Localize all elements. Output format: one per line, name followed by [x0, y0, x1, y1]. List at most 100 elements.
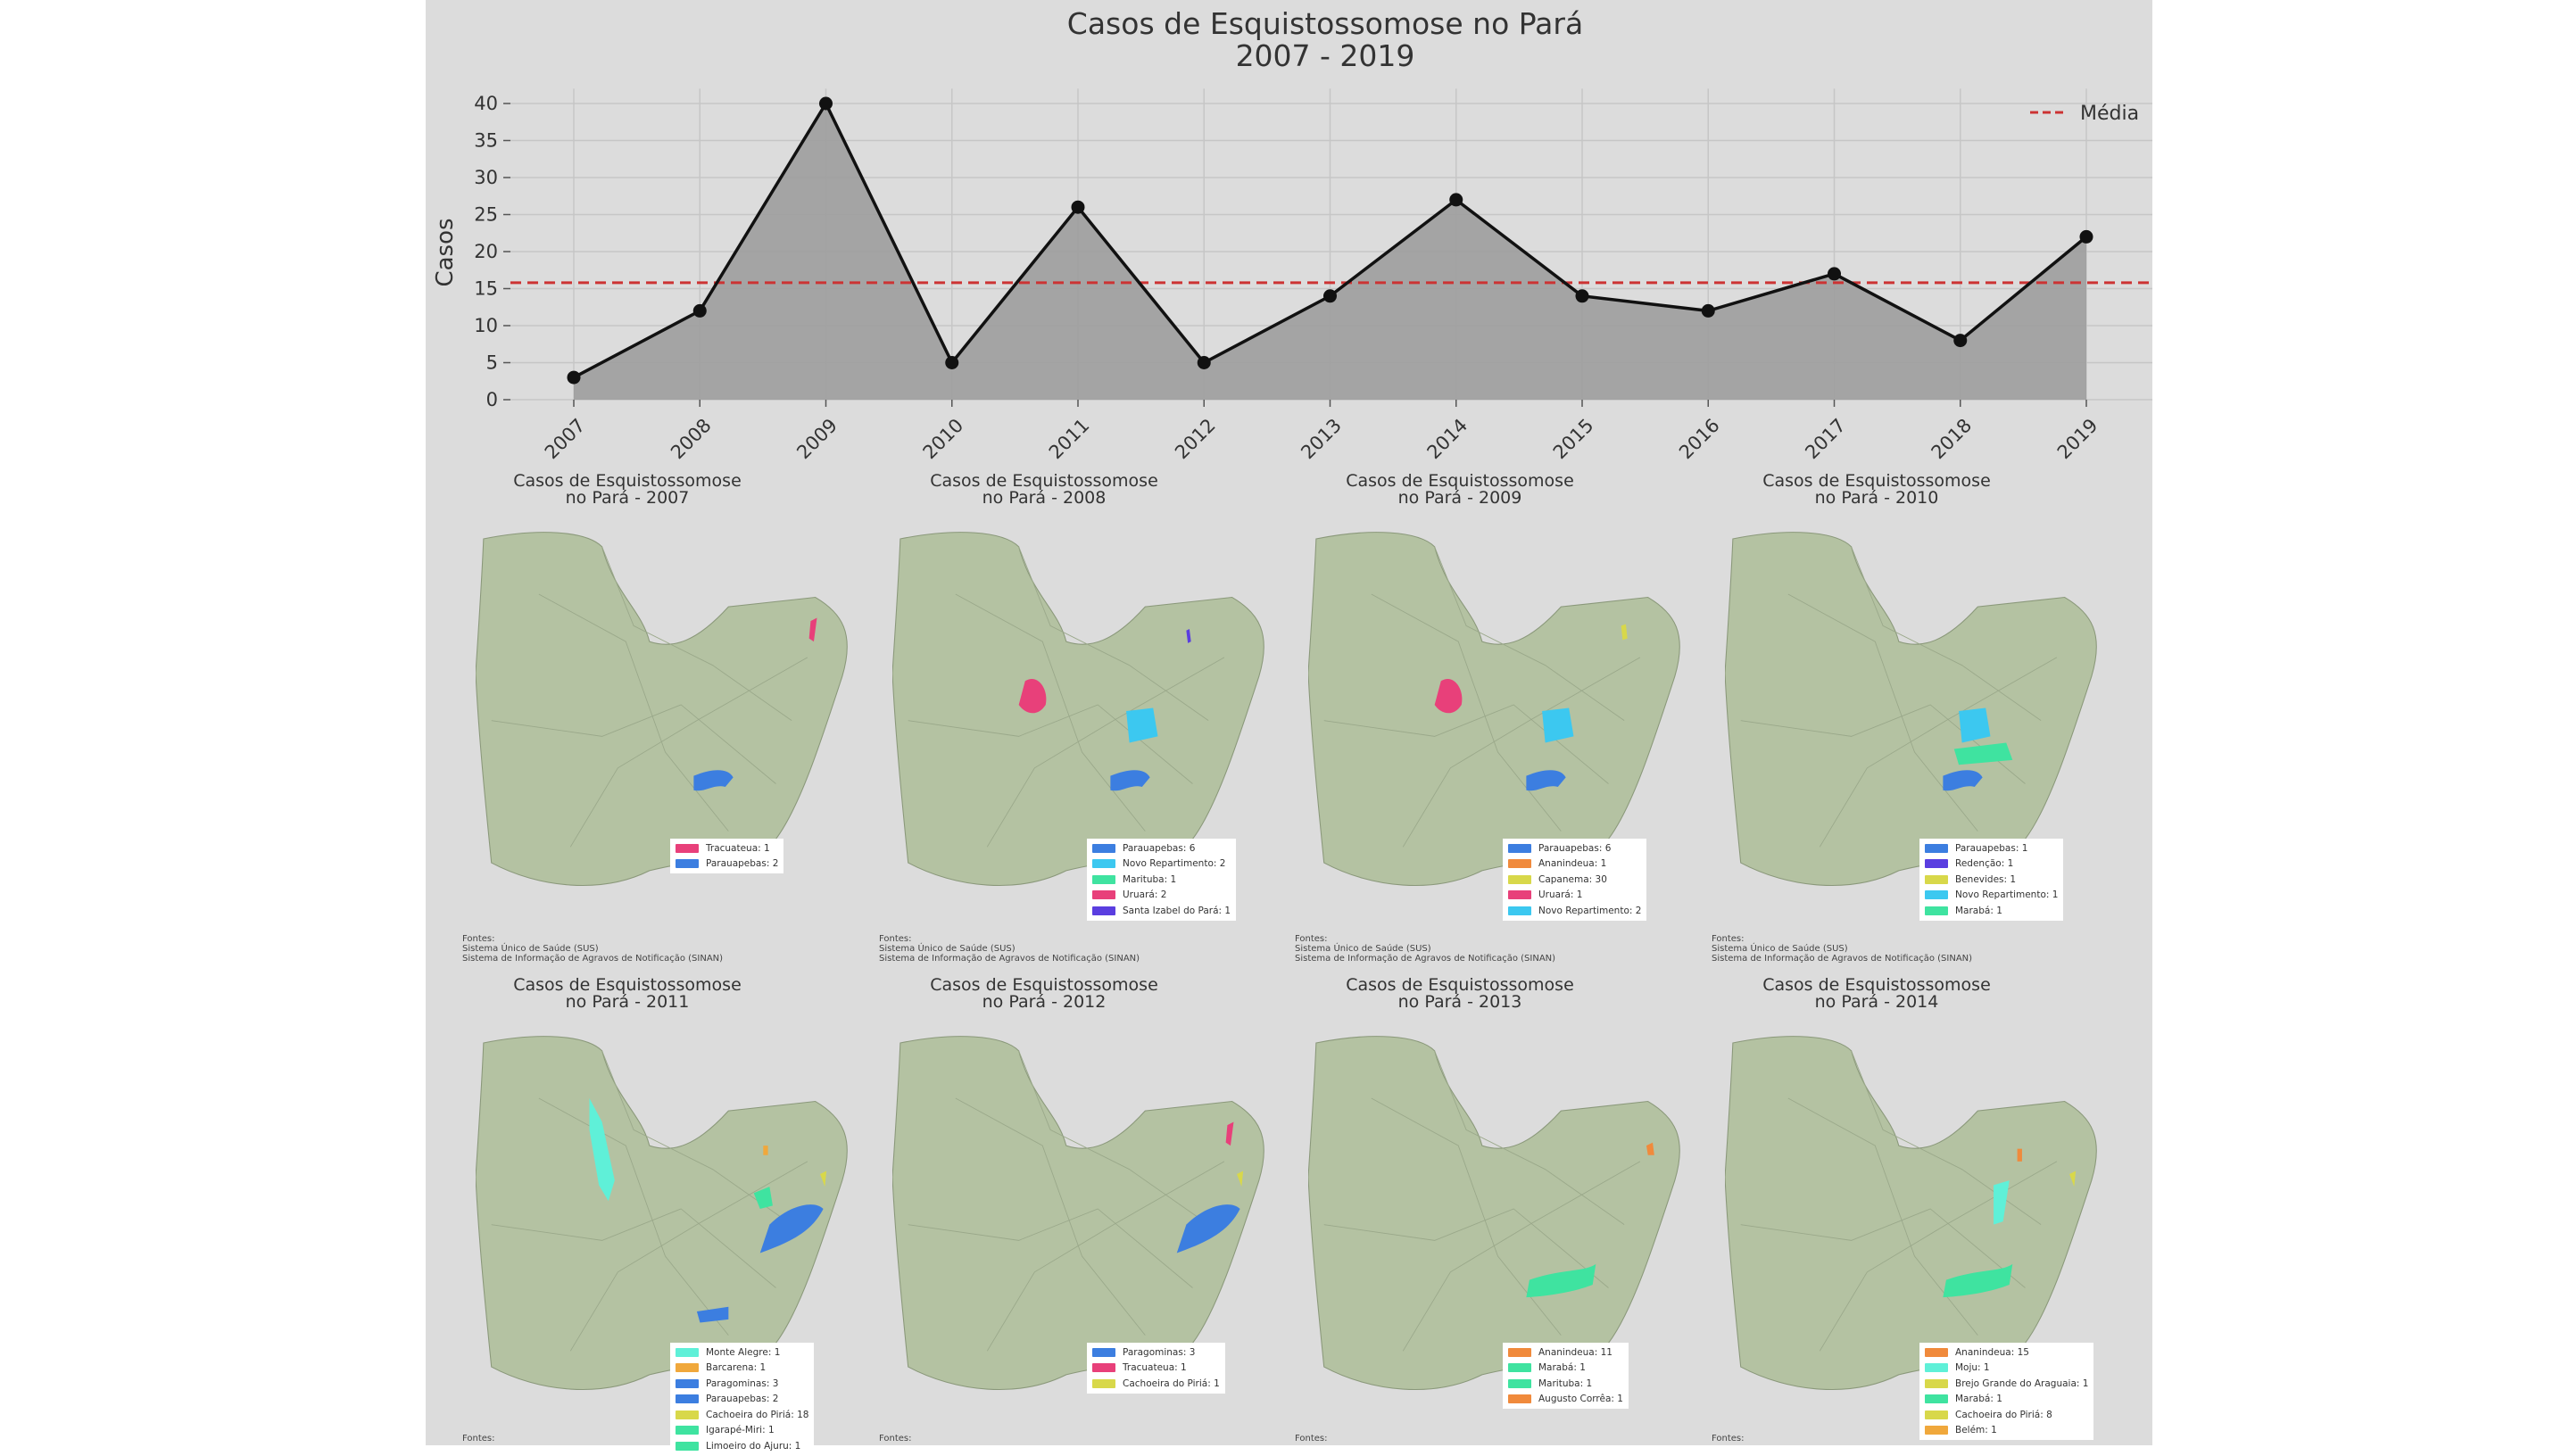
highlighted-municipality: [1943, 1263, 2013, 1298]
legend-item: Ananindeua: 11: [1508, 1344, 1623, 1361]
legend-label: Ananindeua: 1: [1538, 858, 1607, 870]
legend-swatch: [676, 843, 699, 853]
legend-swatch: [1092, 906, 1115, 915]
municipality-border: [601, 1050, 792, 1226]
municipality-border: [1740, 704, 2026, 784]
legend-label: Igarapé-Miri: 1: [706, 1425, 775, 1436]
legend-item: Parauapebas: 6: [1508, 840, 1641, 856]
highlighted-municipality: [820, 1171, 827, 1187]
municipality-border: [986, 1161, 1225, 1352]
legend-item: Novo Repartimento: 2: [1508, 903, 1641, 919]
x-tick-label: 2019: [2053, 415, 2102, 464]
legend-item: Novo Repartimento: 1: [1925, 888, 2058, 904]
highlighted-municipality: [1526, 1263, 1596, 1298]
data-point: [1449, 193, 1463, 207]
legend-item: Parauapebas: 2: [676, 856, 778, 873]
legend-label: Marabá: 1: [1955, 1394, 2002, 1405]
legend-swatch: [1925, 890, 1948, 900]
highlighted-municipality: [1943, 770, 1983, 791]
legend-swatch: [1925, 843, 1948, 853]
x-tick-label: 2010: [919, 415, 968, 464]
legend-label: Novo Repartimento: 2: [1538, 905, 1642, 916]
data-point: [1323, 289, 1337, 303]
legend-label: Santa Izabel do Pará: 1: [1123, 905, 1231, 916]
legend-swatch: [1925, 1347, 1948, 1357]
legend-label: Uruará: 2: [1123, 889, 1167, 901]
legend-swatch: [676, 1347, 699, 1357]
area-shape: [574, 103, 2086, 400]
municipality-border: [491, 704, 776, 784]
municipality-border: [1740, 1208, 2026, 1288]
highlighted-municipality: [1176, 1204, 1240, 1253]
chart-title: Casos de Esquistossomose no Pará: [1067, 6, 1583, 41]
legend-label: Parauapebas: 2: [706, 858, 779, 870]
legend-swatch: [1508, 1363, 1531, 1373]
highlighted-municipality: [2017, 1148, 2022, 1162]
para-map: [476, 532, 848, 887]
para-map: [476, 1036, 848, 1391]
x-tick-label: 2014: [1423, 415, 1472, 464]
legend-mean-label: Média: [2080, 103, 2139, 125]
data-point: [567, 370, 581, 385]
municipality-border: [538, 593, 729, 831]
x-tick-label: 2012: [1171, 415, 1220, 464]
x-tick-label: 2017: [1801, 415, 1850, 464]
sources-note: Fontes: Sistema Único de Saúde (SUS) Sis…: [1295, 934, 1556, 964]
legend-item: Tracuateua: 1: [676, 840, 778, 856]
map-legend: Ananindeua: 11 Marabá: 1 Marituba: 1 August…: [1503, 1343, 1629, 1409]
para-map: [892, 532, 1264, 887]
legend-swatch: [1925, 1394, 1948, 1404]
highlighted-municipality: [1186, 628, 1191, 643]
legend-swatch: [1508, 1378, 1531, 1388]
legend-swatch: [1508, 859, 1531, 869]
legend-label: Parauapebas: 6: [1123, 842, 1196, 854]
legend-swatch: [1092, 1347, 1115, 1357]
y-ticks: 0 5 10 15 20 25 30 35 40: [474, 93, 510, 410]
legend-label: Benevides: 1: [1955, 873, 2017, 885]
map-title: Casos de Esquistossomose no Pará - 2007: [513, 471, 742, 508]
legend-swatch: [1925, 1410, 1948, 1419]
legend-label: Novo Repartimento: 2: [1123, 858, 1226, 870]
data-point: [1575, 289, 1589, 303]
legend-item: Marabá: 1: [1508, 1361, 1623, 1377]
legend-swatch: [1508, 874, 1531, 884]
x-tick-label: 2009: [792, 415, 841, 464]
y-tick-label: 35: [474, 130, 498, 152]
legend-item: Capanema: 30: [1508, 872, 1641, 888]
legend-swatch: [1925, 906, 1948, 915]
legend-label: Marituba: 1: [1538, 1377, 1593, 1389]
highlighted-municipality: [1621, 624, 1628, 641]
highlighted-municipality: [1526, 770, 1566, 791]
data-points: [567, 96, 2093, 385]
legend-swatch: [1925, 859, 1948, 869]
legend-item: Santa Izabel do Pará: 1: [1092, 903, 1231, 919]
legend-swatch: [676, 1378, 699, 1388]
highlighted-municipality: [2069, 1171, 2077, 1187]
data-point: [1828, 267, 1841, 281]
data-point: [1071, 200, 1085, 214]
legend-item: Parauapebas: 1: [1925, 840, 2058, 856]
chart-subtitle: 2007 - 2019: [1236, 38, 1415, 73]
municipality-border: [955, 593, 1146, 831]
municipality-border: [601, 546, 792, 722]
legend-label: Paragominas: 3: [1123, 1346, 1196, 1358]
legend-swatch: [1508, 1347, 1531, 1357]
legend-label: Cachoeira do Piriá: 1: [1123, 1377, 1220, 1389]
data-point: [1701, 303, 1715, 318]
highlighted-municipality: [759, 1204, 824, 1253]
y-tick-label: 0: [486, 389, 498, 410]
y-tick-label: 10: [474, 315, 498, 336]
map-title: Casos de Esquistossomose no Pará - 2011: [513, 975, 742, 1012]
sources-note: Fontes:: [462, 1434, 495, 1444]
municipality-border: [1434, 1050, 1625, 1226]
legend-swatch: [1925, 1378, 1948, 1388]
legend-label: Parauapebas: 6: [1538, 842, 1612, 854]
state-outline: [476, 1036, 848, 1391]
y-tick-label: 5: [486, 352, 498, 374]
legend-swatch: [1925, 874, 1948, 884]
map-title: Casos de Esquistossomose no Pará - 2010: [1762, 471, 1991, 508]
map-title: Casos de Esquistossomose no Pará - 2008: [930, 471, 1158, 508]
sources-note: Fontes: Sistema Único de Saúde (SUS) Sis…: [1712, 934, 1973, 964]
legend-swatch: [1092, 859, 1115, 869]
legend-item: Cachoeira do Piriá: 1: [1092, 1376, 1220, 1392]
